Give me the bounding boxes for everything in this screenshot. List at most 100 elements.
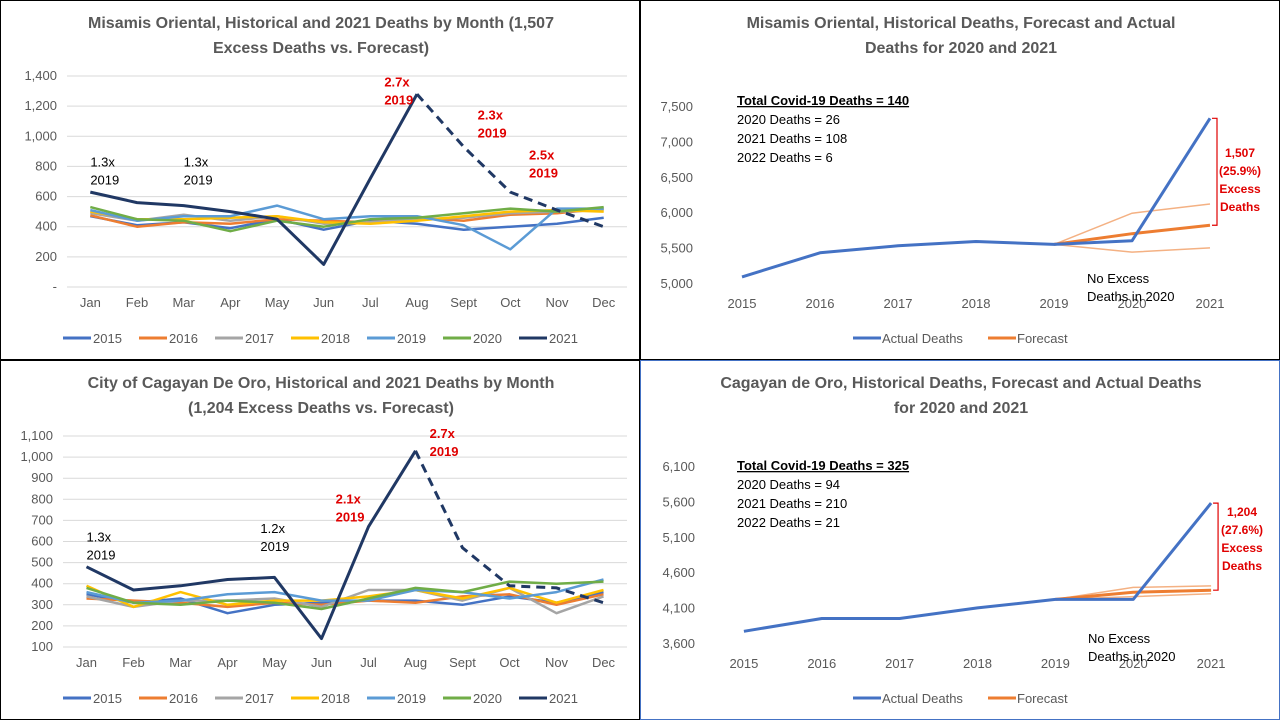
- x-tick-label: 2021: [1196, 296, 1225, 311]
- annotation-label: 2019: [87, 548, 116, 563]
- y-tick-label: 5,500: [660, 241, 693, 256]
- excess-label: (27.6%): [1221, 523, 1263, 537]
- x-tick-label: 2015: [728, 296, 757, 311]
- x-tick-label: 2021: [1197, 656, 1226, 671]
- y-tick-label: 100: [31, 639, 53, 654]
- y-tick-label: 6,000: [660, 205, 693, 220]
- chart-title: Deaths for 2020 and 2021: [865, 40, 1057, 57]
- no-excess-label: Deaths in 2020: [1088, 649, 1175, 664]
- series-line-2021: [85, 450, 417, 641]
- no-excess-label: No Excess: [1087, 271, 1150, 286]
- x-tick-label: Jun: [311, 655, 332, 670]
- x-tick-label: May: [262, 655, 287, 670]
- x-tick-label: 2016: [807, 656, 836, 671]
- legend-label: 2019: [397, 691, 426, 706]
- excess-label: (25.9%): [1219, 164, 1261, 178]
- legend-label: 2018: [321, 331, 350, 346]
- series-line-2021: [89, 93, 419, 266]
- legend-label: 2016: [169, 691, 198, 706]
- y-tick-label: 7,000: [660, 134, 693, 149]
- x-tick-label: Mar: [172, 295, 195, 310]
- y-tick-label: 200: [35, 249, 57, 264]
- y-tick-label: 1,400: [24, 68, 57, 83]
- chart-title: Misamis Oriental, Historical Deaths, For…: [747, 15, 1176, 32]
- annotation-label: 2019: [478, 126, 507, 141]
- legend-label: Forecast: [1017, 331, 1068, 346]
- y-tick-label: 600: [35, 189, 57, 204]
- legend-label: 2017: [245, 331, 274, 346]
- forecast-lower-bound: [1053, 243, 1211, 253]
- annotation-label: 2019: [260, 539, 289, 554]
- deaths-breakdown-label: 2021 Deaths = 108: [737, 131, 847, 146]
- annotation-label: 2019: [384, 93, 413, 108]
- x-tick-label: Nov: [545, 295, 569, 310]
- chart-title: City of Cagayan De Oro, Historical and 2…: [88, 375, 555, 392]
- deaths-breakdown-label: 2020 Deaths = 26: [737, 112, 840, 127]
- y-tick-label: 700: [31, 512, 53, 527]
- x-tick-label: Dec: [592, 295, 616, 310]
- chart-title: Misamis Oriental, Historical and 2021 De…: [88, 15, 554, 32]
- legend-label: 2016: [169, 331, 198, 346]
- forecast-line: [1055, 588, 1212, 601]
- annotation-label: 2.7x: [384, 75, 410, 90]
- x-tick-label: Jan: [76, 655, 97, 670]
- x-tick-label: Mar: [169, 655, 192, 670]
- annotation-label: 1.3x: [87, 530, 112, 545]
- y-tick-label: 1,100: [20, 428, 53, 443]
- forecast-line: [1053, 223, 1211, 246]
- annotation-label: 1.2x: [260, 521, 285, 536]
- chart-title: for 2020 and 2021: [894, 400, 1028, 417]
- series-line-2021-dashed: [414, 450, 604, 605]
- total-deaths-label: Total Covid-19 Deaths = 325: [737, 458, 909, 473]
- forecast-chart-cagayan: Cagayan de Oro, Historical Deaths, Forec…: [640, 360, 1280, 720]
- excess-label: Deaths: [1222, 559, 1262, 573]
- y-tick-label: 500: [31, 555, 53, 570]
- y-tick-label: 800: [31, 491, 53, 506]
- excess-label: Deaths: [1220, 200, 1260, 214]
- annotation-label: 2.5x: [529, 148, 555, 163]
- legend-label: 2020: [473, 691, 502, 706]
- x-tick-label: Jan: [80, 295, 101, 310]
- x-tick-label: Jul: [360, 655, 377, 670]
- actual-deaths-line: [741, 117, 1212, 279]
- legend-label: 2019: [397, 331, 426, 346]
- deaths-breakdown-label: 2022 Deaths = 6: [737, 150, 833, 165]
- x-tick-label: Oct: [499, 655, 520, 670]
- legend-label: Actual Deaths: [882, 691, 963, 706]
- annotation-label: 2019: [184, 172, 213, 187]
- y-tick-label: 7,500: [660, 99, 693, 114]
- x-tick-label: Jun: [313, 295, 334, 310]
- no-excess-label: Deaths in 2020: [1087, 289, 1174, 304]
- annotation-label: 1.3x: [184, 154, 209, 169]
- legend-label: 2020: [473, 331, 502, 346]
- monthly-deaths-chart-misamis: Misamis Oriental, Historical and 2021 De…: [0, 0, 640, 360]
- y-tick-label: 6,500: [660, 170, 693, 185]
- total-deaths-label: Total Covid-19 Deaths = 140: [737, 93, 909, 108]
- annotation-label: 1.3x: [90, 154, 115, 169]
- chart-canvas: Misamis Oriental, Historical Deaths, For…: [660, 15, 1261, 346]
- x-tick-label: Feb: [126, 295, 148, 310]
- y-tick-label: 200: [31, 618, 53, 633]
- chart-canvas: Cagayan de Oro, Historical Deaths, Forec…: [662, 375, 1263, 706]
- annotation-label: 2019: [336, 510, 365, 525]
- annotation-label: 2.1x: [336, 492, 362, 507]
- x-tick-label: Apr: [220, 295, 241, 310]
- series-line-2018: [85, 584, 604, 609]
- actual-deaths-line: [743, 502, 1213, 633]
- x-tick-label: Sept: [450, 295, 477, 310]
- legend-label: 2015: [93, 691, 122, 706]
- y-tick-label: 300: [31, 597, 53, 612]
- excess-label: 1,507: [1225, 146, 1255, 160]
- y-tick-label: 1,000: [24, 128, 57, 143]
- no-excess-label: No Excess: [1088, 631, 1151, 646]
- forecast-upper-bound: [1055, 585, 1212, 601]
- excess-bracket: [1213, 502, 1219, 591]
- deaths-breakdown-label: 2021 Deaths = 210: [737, 496, 847, 511]
- y-tick-label: 5,600: [662, 494, 695, 509]
- x-tick-label: 2018: [963, 656, 992, 671]
- chart-canvas: City of Cagayan De Oro, Historical and 2…: [20, 375, 627, 706]
- x-tick-label: 2018: [962, 296, 991, 311]
- forecast-upper-bound: [1053, 203, 1211, 246]
- x-tick-label: Feb: [122, 655, 144, 670]
- annotation-label: 2.7x: [430, 426, 456, 441]
